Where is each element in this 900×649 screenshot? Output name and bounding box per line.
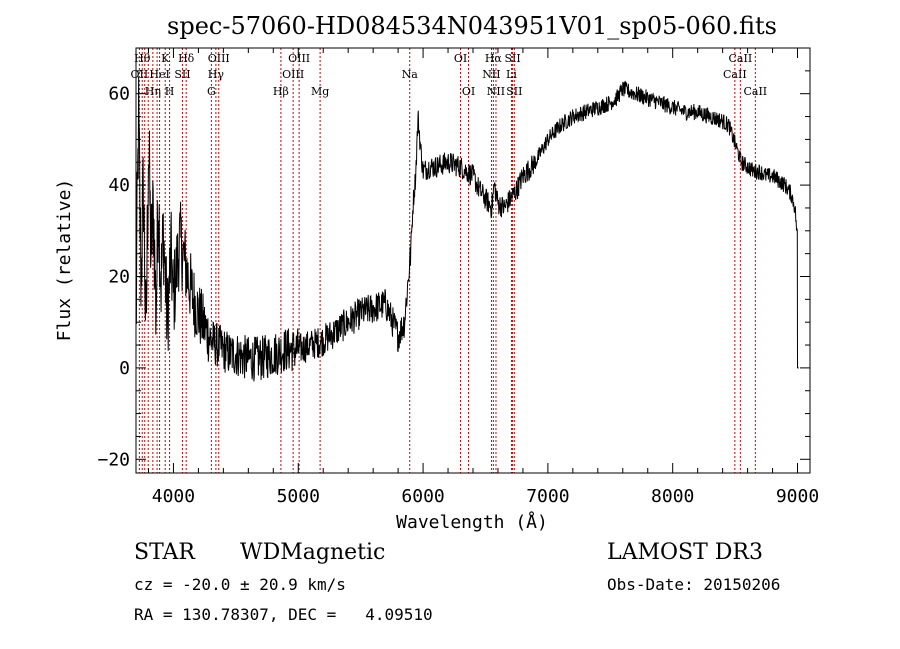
y-tick-label: 0 [119, 358, 130, 379]
spectral-line-label: OI [462, 85, 475, 98]
spectral-line-label: Hγ [208, 68, 225, 81]
chart-title: spec-57060-HD084534N043951V01_sp05-060.f… [167, 12, 777, 40]
spectral-line-label: K [161, 52, 170, 65]
spectral-line-label: OIII [282, 68, 304, 81]
coordinates: RA = 130.78307, DEC = 4.09510 [134, 605, 433, 624]
spectrum-line [135, 76, 799, 382]
spectral-line-label: Na [402, 68, 419, 81]
y-axis-ticks: −20 0 20 40 60 [97, 47, 810, 470]
x-tick-label: 9000 [776, 486, 819, 507]
x-tick-label: 4000 [152, 486, 195, 507]
spectral-line-label: SII [174, 68, 190, 81]
spectral-line-label: Hδ [178, 52, 195, 65]
survey-name: LAMOST DR3 [607, 540, 763, 565]
spectral-line-label: CaII [723, 68, 747, 81]
spectral-line-label: SII [506, 85, 522, 98]
spectral-line-label: Hα [485, 52, 503, 65]
spectral-line-label: OIII [288, 52, 310, 65]
spectral-line-markers [138, 48, 756, 473]
spectral-line-label: Hθ [134, 52, 151, 65]
y-tick-label: 40 [108, 175, 130, 196]
y-tick-label: 20 [108, 266, 130, 287]
spectral-line-label: Mg [311, 85, 329, 98]
spectral-line-label: NII [487, 85, 505, 98]
x-axis-label: Wavelength (Å) [396, 511, 548, 533]
spectral-line-label: CaII [729, 52, 753, 65]
spectral-line-label: CaII [743, 85, 767, 98]
spectral-line-label: G [207, 85, 216, 98]
spectral-line-label: OII [131, 68, 149, 81]
obs-date: Obs-Date: 20150206 [607, 575, 780, 594]
spectral-line-labels: OII Hθ Hη HeI K H SII Hδ G Hγ OIII Hβ OIII OIII Mg Na OI… [131, 52, 768, 98]
spectral-line-label: OI [454, 52, 467, 65]
spectral-line-label: Li [506, 68, 517, 81]
x-tick-label: 5000 [277, 486, 320, 507]
y-tick-label: 60 [108, 84, 130, 105]
spectral-line-label: Hη [145, 85, 161, 98]
object-class: STAR [134, 540, 196, 565]
x-axis-ticks: 4000 5000 6000 7000 8000 9000 [147, 48, 819, 507]
spectral-line-label: SII [504, 52, 520, 65]
x-tick-label: 8000 [651, 486, 694, 507]
y-tick-label: −20 [97, 449, 130, 470]
x-tick-label: 7000 [526, 486, 569, 507]
spectral-line-label: H [165, 85, 175, 98]
redshift-info: cz = -20.0 ± 20.9 km/s [134, 575, 346, 594]
object-subclass: WDMagnetic [240, 540, 385, 565]
x-tick-label: 6000 [401, 486, 444, 507]
spectral-line-label: Hβ [273, 85, 289, 98]
spectral-line-label: NII [482, 68, 500, 81]
y-axis-label: Flux (relative) [54, 179, 75, 342]
spectral-line-label: OIII [208, 52, 230, 65]
spectral-line-label: HeI [149, 68, 169, 81]
